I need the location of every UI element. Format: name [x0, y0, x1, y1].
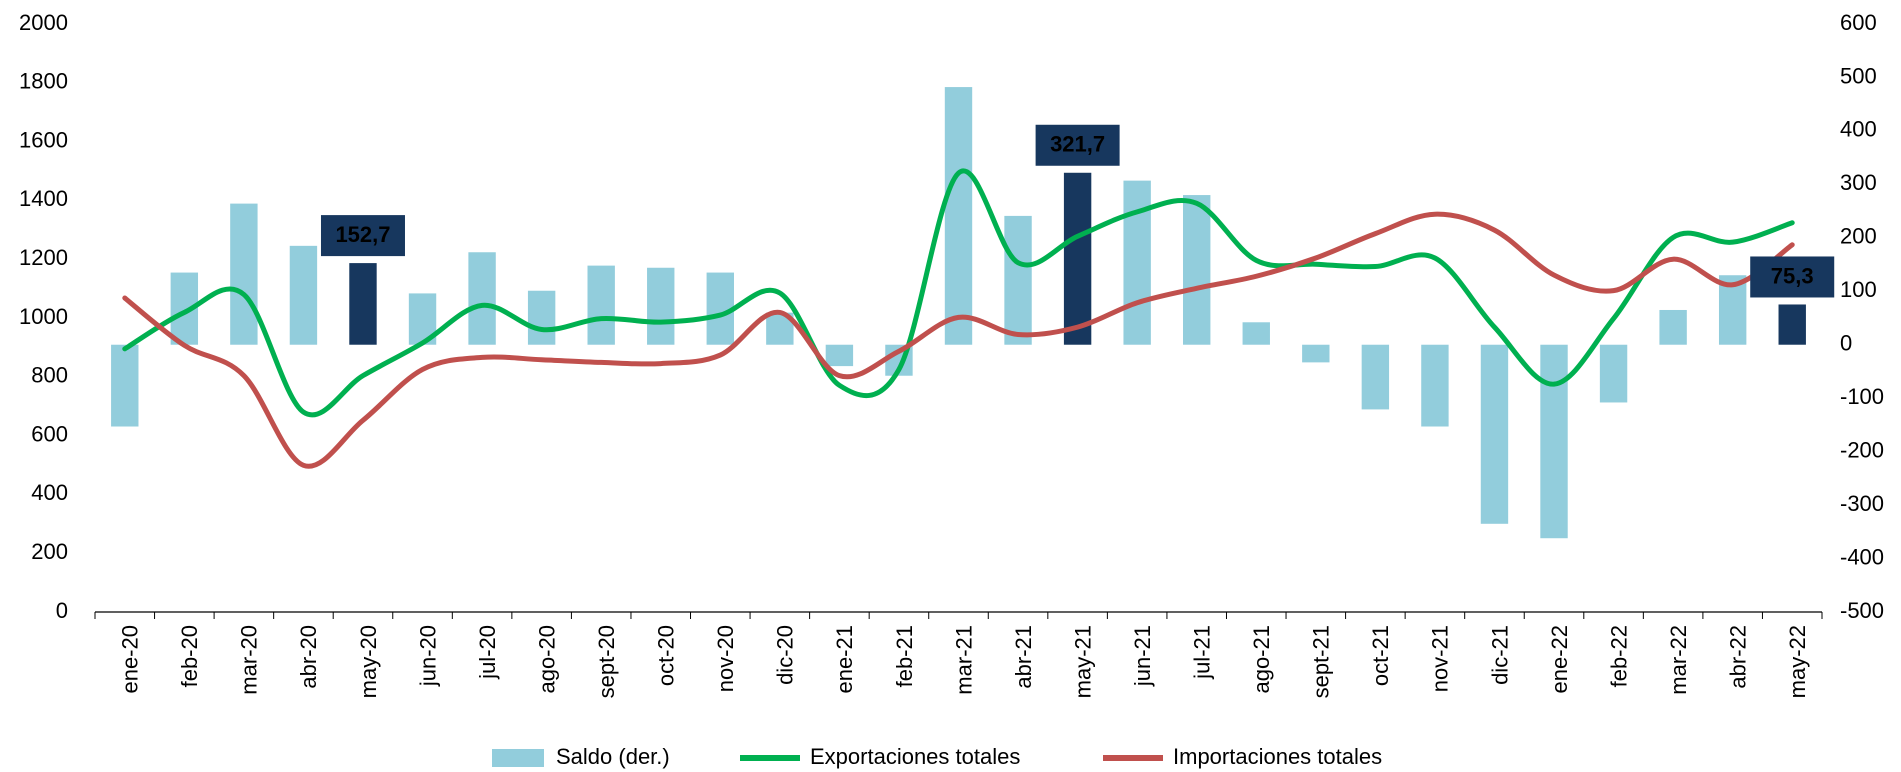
x-tick-label: mar-22 — [1666, 625, 1691, 695]
x-tick-label: jul-20 — [475, 625, 500, 680]
y2-tick-label: -200 — [1840, 437, 1884, 462]
x-tick-label: ene-22 — [1547, 625, 1572, 694]
x-tick-label: nov-20 — [713, 625, 738, 692]
bar — [647, 267, 675, 345]
value-label-text: 152,7 — [335, 222, 390, 247]
y2-tick-label: -500 — [1840, 598, 1884, 623]
y-tick-label: 200 — [31, 539, 68, 564]
y-tick-label: 1800 — [19, 69, 68, 94]
bar — [1242, 322, 1270, 345]
x-tick-label: oct-20 — [654, 625, 679, 686]
y-tick-label: 1400 — [19, 186, 68, 211]
value-label: 152,7 — [320, 215, 405, 257]
bar — [111, 344, 139, 427]
bar — [1421, 344, 1449, 427]
bar — [1361, 344, 1390, 410]
bar — [1480, 344, 1509, 524]
value-label-box — [320, 215, 405, 257]
x-tick-label: sept-21 — [1309, 625, 1334, 698]
bar — [1004, 215, 1032, 345]
y-tick-label: 400 — [31, 480, 68, 505]
bar — [1302, 344, 1330, 363]
x-tick-label: may-22 — [1785, 625, 1810, 698]
x-tick-label: ago-20 — [534, 625, 559, 694]
bar — [349, 263, 377, 345]
y2-tick-label: 500 — [1840, 63, 1877, 88]
x-tick-label: nov-21 — [1428, 625, 1453, 692]
bar — [1659, 309, 1687, 345]
x-tick-label: ene-21 — [832, 625, 857, 694]
x-tick-label: dic-20 — [773, 625, 798, 685]
bar — [1540, 344, 1568, 539]
bar — [527, 290, 556, 345]
y2-tick-label: -400 — [1840, 544, 1884, 569]
legend-label: Saldo (der.) — [556, 744, 670, 769]
x-tick-label: abr-22 — [1725, 625, 1750, 689]
x-tick-label: feb-20 — [177, 625, 202, 687]
x-tick-label: oct-21 — [1368, 625, 1393, 686]
x-tick-label: ago-21 — [1249, 625, 1274, 694]
x-tick-label: may-20 — [356, 625, 381, 698]
bar — [825, 344, 854, 367]
legend-label: Exportaciones totales — [810, 744, 1020, 769]
x-tick-label: feb-22 — [1606, 625, 1631, 687]
value-label-text: 321,7 — [1050, 132, 1105, 157]
y2-tick-label: 0 — [1840, 331, 1852, 356]
value-label: 321,7 — [1035, 124, 1120, 166]
x-tick-label: abr-21 — [1011, 625, 1036, 689]
x-tick-label: dic-21 — [1487, 625, 1512, 685]
y2-tick-label: 400 — [1840, 117, 1877, 142]
bar — [1123, 180, 1151, 345]
x-tick-label: abr-20 — [296, 625, 321, 689]
y2-tick-label: 100 — [1840, 277, 1877, 302]
x-tick-label: may-21 — [1070, 625, 1095, 698]
x-tick-label: jun-20 — [415, 625, 440, 687]
bar — [1778, 304, 1806, 345]
x-tick-label: mar-21 — [951, 625, 976, 695]
bar — [289, 245, 318, 345]
line — [122, 168, 1795, 418]
y-tick-label: 1200 — [19, 245, 68, 270]
y2-tick-label: -300 — [1840, 491, 1884, 516]
line — [122, 211, 1795, 469]
y-tick-label: 1600 — [19, 127, 68, 152]
x-tick-label: feb-21 — [892, 625, 917, 687]
bar — [1063, 172, 1092, 345]
value-label-text: 75,3 — [1771, 263, 1814, 288]
y2-tick-label: -100 — [1840, 384, 1884, 409]
y2-tick-label: 300 — [1840, 170, 1877, 195]
legend-label: Importaciones totales — [1173, 744, 1382, 769]
value-label: 75,3 — [1750, 256, 1835, 298]
y-tick-label: 1000 — [19, 304, 68, 329]
x-tick-label: sept-20 — [594, 625, 619, 698]
y-tick-label: 600 — [31, 421, 68, 446]
y2-tick-label: 200 — [1840, 224, 1877, 249]
bar — [944, 87, 973, 345]
x-tick-label: mar-20 — [237, 625, 262, 695]
value-label-box — [1035, 124, 1120, 166]
x-tick-label: jun-21 — [1130, 625, 1155, 687]
y-tick-label: 0 — [56, 598, 68, 623]
x-tick-label: jul-21 — [1190, 625, 1215, 680]
bar — [587, 265, 615, 345]
y-tick-label: 800 — [31, 363, 68, 388]
y-tick-label: 2000 — [19, 10, 68, 35]
legend-swatch — [492, 749, 544, 767]
bar — [468, 252, 496, 345]
x-tick-label: ene-20 — [118, 625, 143, 694]
y2-tick-label: 600 — [1840, 10, 1877, 35]
value-label-box — [1750, 256, 1835, 298]
bar — [230, 203, 258, 345]
bar — [1183, 195, 1211, 345]
bar — [1599, 344, 1628, 403]
